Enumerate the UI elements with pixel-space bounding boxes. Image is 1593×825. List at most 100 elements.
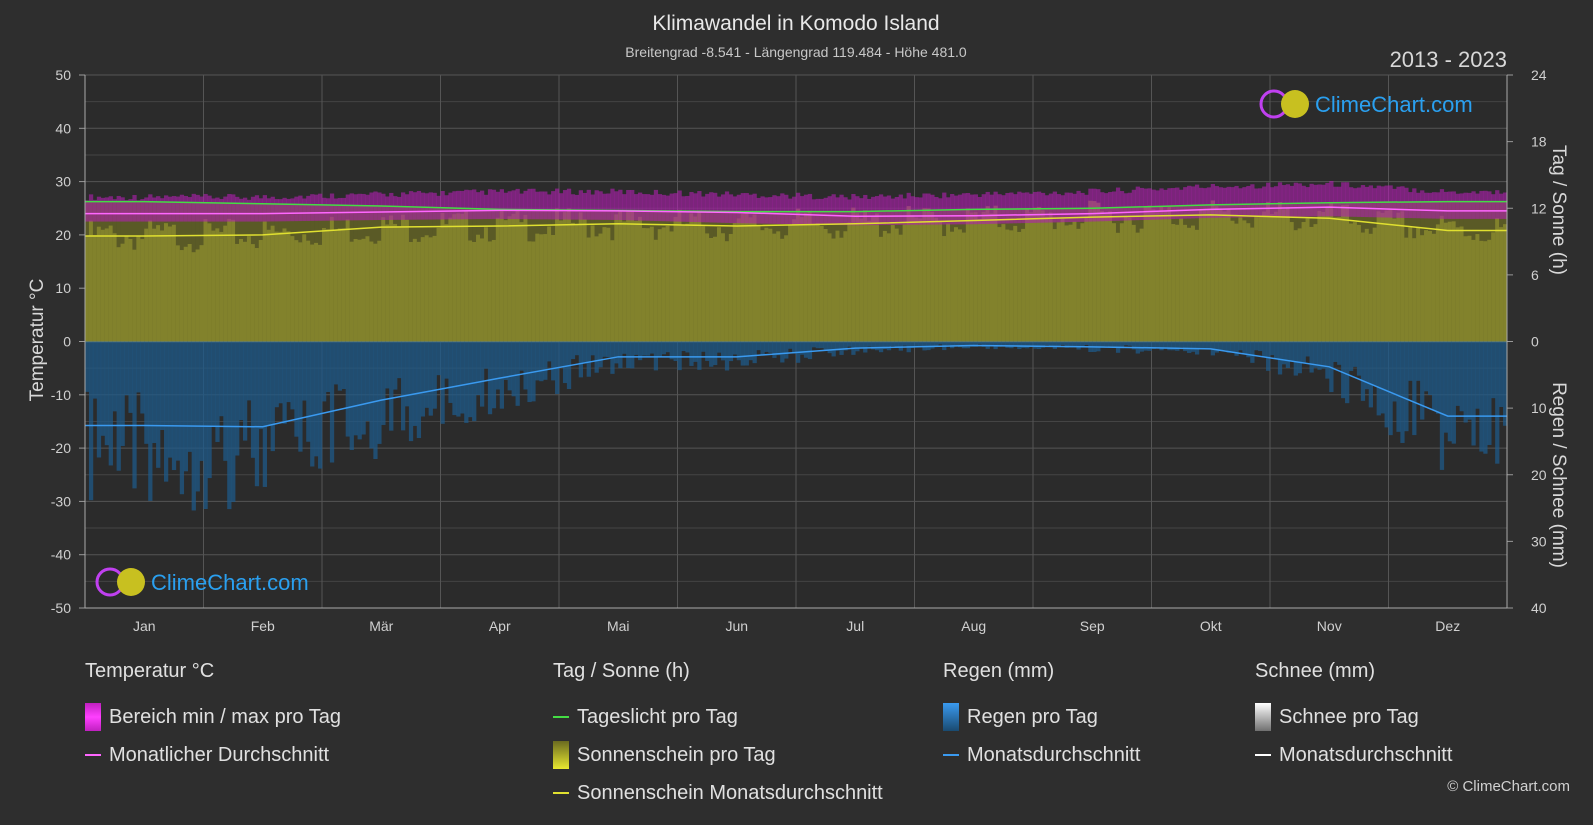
rain-band xyxy=(250,341,256,458)
sunshine-band xyxy=(969,212,975,342)
temp-range-band xyxy=(523,190,528,220)
rain-band xyxy=(290,341,295,410)
sunshine-band xyxy=(503,220,508,342)
rain-band xyxy=(112,341,117,412)
sunshine-band xyxy=(1289,222,1294,342)
rain-band xyxy=(1368,341,1373,408)
sunshine-band xyxy=(171,224,177,342)
rain-band xyxy=(357,341,362,440)
sunshine-band xyxy=(1416,227,1421,342)
temp-range-band xyxy=(539,191,544,220)
temp-range-band xyxy=(333,198,339,221)
sunshine-band xyxy=(689,213,694,342)
sunshine-band xyxy=(195,249,200,342)
temp-range-band xyxy=(476,192,481,220)
rain-band xyxy=(377,341,382,444)
rain-band xyxy=(1171,341,1176,351)
x-tick-label: Feb xyxy=(251,618,275,634)
sunshine-band xyxy=(875,213,880,342)
temp-range-band xyxy=(167,196,173,222)
temp-range-band xyxy=(863,194,868,226)
temp-range-band xyxy=(341,197,346,221)
temp-avg-line xyxy=(85,206,1507,217)
rain-band xyxy=(764,341,769,352)
temp-range-band xyxy=(1202,188,1208,219)
temp-range-band xyxy=(926,193,931,225)
sunshine-band xyxy=(1167,207,1172,342)
rain-band xyxy=(1384,341,1389,428)
sunshine-band xyxy=(1345,204,1350,342)
sunshine-band xyxy=(294,240,299,342)
y-left-tick-label: -20 xyxy=(51,440,71,456)
temp-range-band xyxy=(878,194,884,226)
temp-range-band xyxy=(1210,183,1215,218)
sunshine-band xyxy=(1100,211,1105,342)
sunshine-band xyxy=(673,216,678,342)
rain-band xyxy=(1428,341,1433,395)
sunshine-band xyxy=(1360,232,1366,342)
x-tick-label: Mai xyxy=(607,618,630,634)
y-left-tick-label: 30 xyxy=(55,174,71,190)
temp-range-band xyxy=(559,193,564,220)
legend-item-snow: Schnee pro Tag xyxy=(1255,698,1452,736)
rain-band xyxy=(1052,341,1057,349)
temp-range-band xyxy=(128,199,133,222)
sunshine-band xyxy=(570,222,576,342)
temp-range-band xyxy=(464,189,469,220)
x-tick-label: Apr xyxy=(489,618,511,634)
rain-band xyxy=(1076,341,1081,350)
sunshine-band xyxy=(527,241,532,342)
temp-range-band xyxy=(499,189,504,219)
sunshine-band xyxy=(1439,215,1445,342)
sunshine-band xyxy=(487,241,493,342)
temp-range-band xyxy=(1503,192,1508,219)
copyright: © ClimeChart.com xyxy=(1447,778,1570,795)
rain-band xyxy=(1262,341,1267,358)
rain-band xyxy=(195,341,200,492)
temp-range-band xyxy=(717,196,722,223)
rain-band xyxy=(839,341,844,355)
rain-band xyxy=(622,341,627,354)
temp-range-band xyxy=(164,195,169,222)
sunshine-band xyxy=(314,242,319,342)
sunshine-band xyxy=(693,216,698,342)
rain-band xyxy=(246,341,252,401)
rain-band xyxy=(1483,341,1488,454)
temp-range-band xyxy=(183,195,188,222)
rain-band xyxy=(452,341,457,416)
rain-band xyxy=(108,341,113,466)
sunshine-band xyxy=(385,224,390,342)
sunshine-band xyxy=(946,223,951,342)
temp-range-band xyxy=(598,191,603,220)
rain-band xyxy=(815,341,820,349)
sunshine-band xyxy=(657,229,662,342)
temp-range-band xyxy=(1183,187,1188,219)
sunshine-band xyxy=(618,210,623,342)
rain-band xyxy=(1064,341,1069,348)
temp-range-band xyxy=(310,194,315,221)
rain-band xyxy=(918,341,923,347)
sunshine-band xyxy=(1317,210,1322,342)
temp-range-band xyxy=(1242,187,1247,218)
rain-band xyxy=(657,341,662,357)
sunshine-band xyxy=(543,234,548,342)
rain-band xyxy=(823,341,828,351)
sunshine-band xyxy=(1349,223,1354,342)
rain-band xyxy=(1297,341,1302,374)
temp-range-band xyxy=(1214,186,1219,218)
sunshine-band xyxy=(1013,225,1018,342)
temp-range-band xyxy=(156,196,161,222)
temp-range-band xyxy=(1167,188,1172,220)
temp-range-band xyxy=(1155,190,1160,220)
sunshine-band xyxy=(930,211,935,342)
rain-band xyxy=(278,341,283,404)
temp-range-band xyxy=(582,192,587,220)
temp-range-band xyxy=(140,199,145,222)
legend-swatch-temp-range xyxy=(85,703,101,731)
sunshine-band xyxy=(1060,218,1065,342)
x-tick-label: Jul xyxy=(846,618,864,634)
temp-range-band xyxy=(116,195,121,222)
temp-range-band xyxy=(298,195,303,222)
sunshine-band xyxy=(369,241,374,342)
temp-range-band xyxy=(740,193,745,224)
